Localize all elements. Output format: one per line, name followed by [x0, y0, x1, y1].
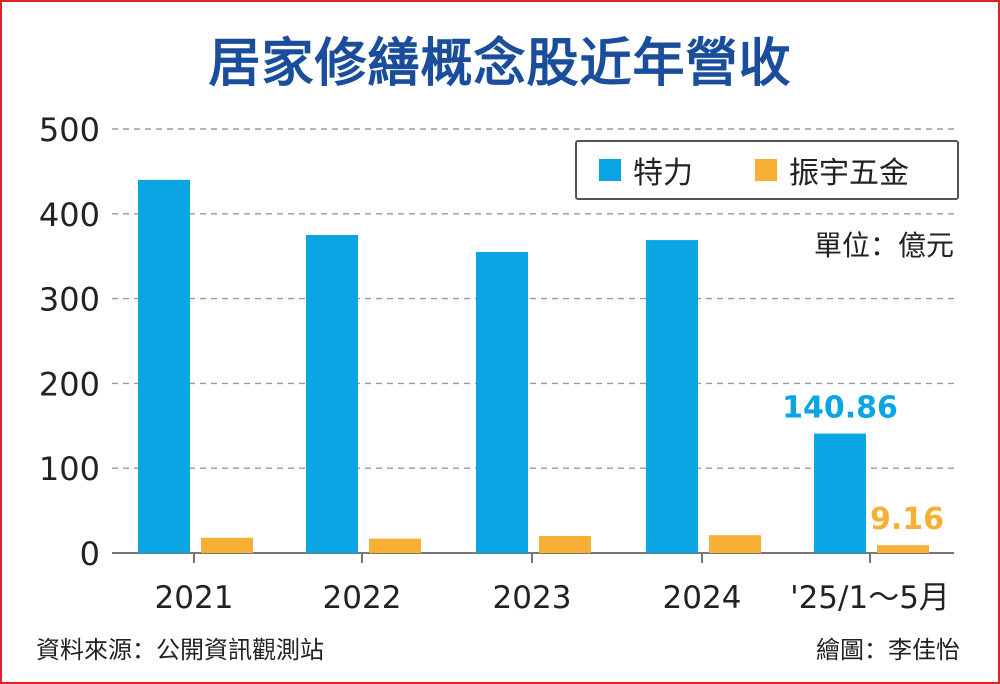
legend-swatch-zhenyu: [755, 159, 777, 181]
x-tick-label: 2023: [493, 580, 572, 616]
bar-zhenyu: [539, 536, 591, 553]
bar-teli: [306, 235, 358, 553]
y-axis-ticks: 0 100 200 300 400 500: [39, 111, 100, 573]
x-tick-label: 2024: [663, 580, 742, 616]
bar-zhenyu: [369, 538, 421, 553]
x-axis-ticks: 2021 2022 2023 2024 '25/1～5月: [155, 553, 950, 616]
y-tick-label: 0: [80, 535, 100, 573]
bar-teli: [476, 251, 528, 553]
y-tick-label: 400: [39, 196, 100, 234]
legend-item-zhenyu: 振宇五金: [755, 142, 909, 198]
y-tick-label: 200: [39, 365, 100, 403]
legend-swatch-teli: [599, 159, 621, 181]
bars: [138, 179, 929, 553]
chart-title: 居家修繕概念股近年營收: [208, 34, 792, 94]
data-label: 140.86: [782, 391, 898, 426]
data-labels: 140.86 9.16: [782, 391, 944, 538]
y-tick-label: 100: [39, 450, 100, 488]
y-tick-label: 500: [39, 111, 100, 149]
x-tick-label: 2021: [155, 580, 234, 616]
credit-note: 繪圖：李佳怡: [816, 636, 960, 664]
bar-teli: [138, 179, 190, 553]
data-label: 9.16: [870, 502, 944, 537]
x-tick-label: '25/1～5月: [790, 580, 950, 616]
legend-label-teli: 特力: [633, 156, 693, 191]
bar-zhenyu: [201, 537, 253, 553]
x-tick-label: 2022: [323, 580, 402, 616]
y-tick-label: 300: [39, 281, 100, 319]
legend: 特力 振宇五金: [575, 140, 959, 200]
legend-label-zhenyu: 振宇五金: [789, 156, 909, 191]
bar-teli: [646, 240, 698, 553]
source-note: 資料來源：公開資訊觀測站: [36, 636, 324, 664]
bar-zhenyu: [877, 545, 929, 553]
bar-teli: [814, 433, 866, 553]
unit-label: 單位：億元: [813, 229, 954, 262]
bar-zhenyu: [709, 535, 761, 553]
legend-item-teli: 特力: [599, 142, 693, 198]
